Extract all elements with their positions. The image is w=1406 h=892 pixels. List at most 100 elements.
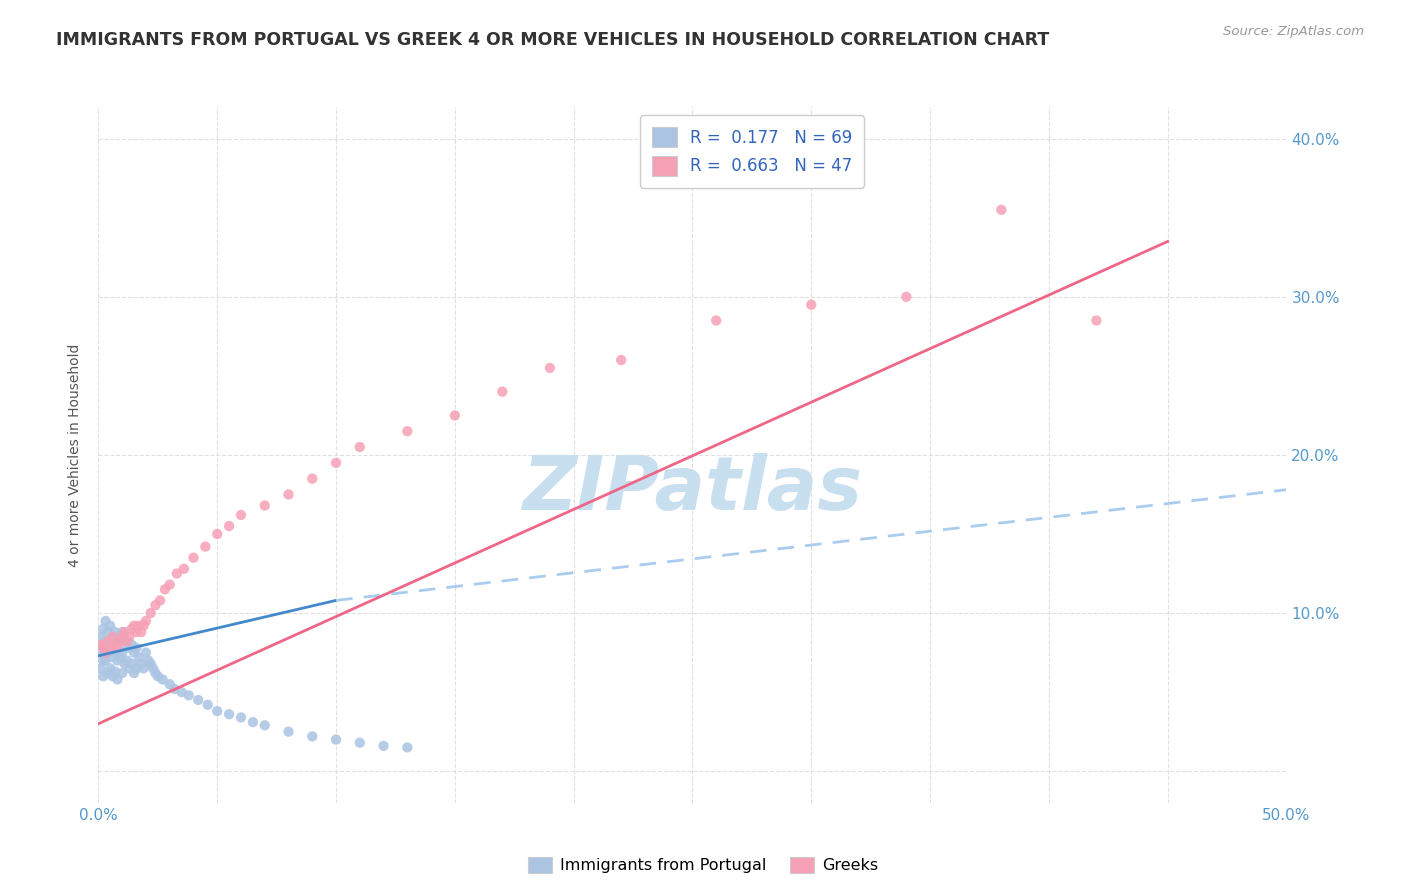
Point	[114, 657, 136, 671]
Point	[183, 550, 205, 565]
Point	[115, 634, 138, 648]
Point	[104, 638, 127, 652]
Point	[101, 650, 124, 665]
Point	[396, 424, 419, 438]
Point	[610, 353, 633, 368]
Point	[1085, 313, 1108, 327]
Point	[129, 657, 152, 671]
Point	[349, 736, 371, 750]
Point	[159, 577, 181, 591]
Point	[91, 638, 114, 652]
Point	[135, 614, 157, 628]
Point	[114, 638, 136, 652]
Point	[990, 202, 1012, 217]
Point	[146, 669, 169, 683]
Point	[349, 440, 371, 454]
Point	[128, 618, 150, 632]
Point	[101, 630, 124, 644]
Legend: Immigrants from Portugal, Greeks: Immigrants from Portugal, Greeks	[522, 850, 884, 880]
Point	[94, 614, 117, 628]
Point	[301, 730, 323, 744]
Point	[325, 732, 347, 747]
Point	[94, 646, 117, 660]
Point	[115, 634, 138, 648]
Point	[90, 661, 112, 675]
Point	[104, 625, 127, 640]
Point	[159, 677, 181, 691]
Point	[187, 693, 209, 707]
Point	[125, 640, 148, 655]
Point	[108, 630, 131, 644]
Point	[139, 606, 162, 620]
Point	[125, 625, 148, 640]
Point	[896, 290, 918, 304]
Point	[108, 634, 131, 648]
Point	[396, 740, 419, 755]
Point	[125, 661, 148, 675]
Point	[122, 618, 145, 632]
Point	[145, 598, 167, 612]
Point	[98, 640, 121, 655]
Point	[132, 661, 155, 675]
Point	[101, 630, 124, 644]
Text: IMMIGRANTS FROM PORTUGAL VS GREEK 4 OR MORE VEHICLES IN HOUSEHOLD CORRELATION CH: IMMIGRANTS FROM PORTUGAL VS GREEK 4 OR M…	[56, 31, 1049, 49]
Point	[218, 707, 240, 722]
Point	[118, 640, 141, 655]
Point	[142, 661, 165, 675]
Point	[118, 630, 141, 644]
Point	[101, 669, 124, 683]
Point	[166, 566, 188, 581]
Point	[170, 685, 193, 699]
Point	[253, 499, 276, 513]
Point	[177, 688, 200, 702]
Point	[111, 666, 134, 681]
Point	[97, 666, 120, 681]
Point	[800, 298, 823, 312]
Point	[122, 646, 145, 660]
Legend: R =  0.177   N = 69, R =  0.663   N = 47: R = 0.177 N = 69, R = 0.663 N = 47	[640, 115, 863, 187]
Point	[373, 739, 395, 753]
Point	[97, 646, 120, 660]
Point	[90, 646, 112, 660]
Point	[145, 666, 167, 681]
Point	[111, 646, 134, 660]
Point	[104, 646, 127, 660]
Point	[163, 681, 186, 696]
Point	[107, 673, 129, 687]
Point	[91, 653, 114, 667]
Y-axis label: 4 or more Vehicles in Household: 4 or more Vehicles in Household	[69, 343, 83, 566]
Point	[325, 456, 347, 470]
Point	[121, 638, 143, 652]
Point	[207, 704, 229, 718]
Point	[229, 710, 252, 724]
Point	[207, 527, 229, 541]
Point	[108, 650, 131, 665]
Point	[90, 638, 112, 652]
Point	[121, 657, 143, 671]
Point	[98, 640, 121, 655]
Point	[98, 661, 121, 675]
Point	[538, 360, 561, 375]
Point	[491, 384, 513, 399]
Point	[121, 622, 143, 636]
Point	[194, 540, 217, 554]
Point	[91, 622, 114, 636]
Point	[135, 646, 157, 660]
Point	[139, 657, 162, 671]
Point	[129, 625, 152, 640]
Point	[107, 634, 129, 648]
Point	[91, 640, 114, 655]
Point	[444, 409, 467, 423]
Point	[107, 653, 129, 667]
Point	[136, 653, 159, 667]
Point	[277, 487, 299, 501]
Point	[122, 666, 145, 681]
Point	[197, 698, 219, 712]
Point	[115, 653, 138, 667]
Point	[149, 593, 172, 607]
Point	[118, 661, 141, 675]
Point	[253, 718, 276, 732]
Point	[704, 313, 727, 327]
Point	[94, 634, 117, 648]
Point	[153, 582, 176, 597]
